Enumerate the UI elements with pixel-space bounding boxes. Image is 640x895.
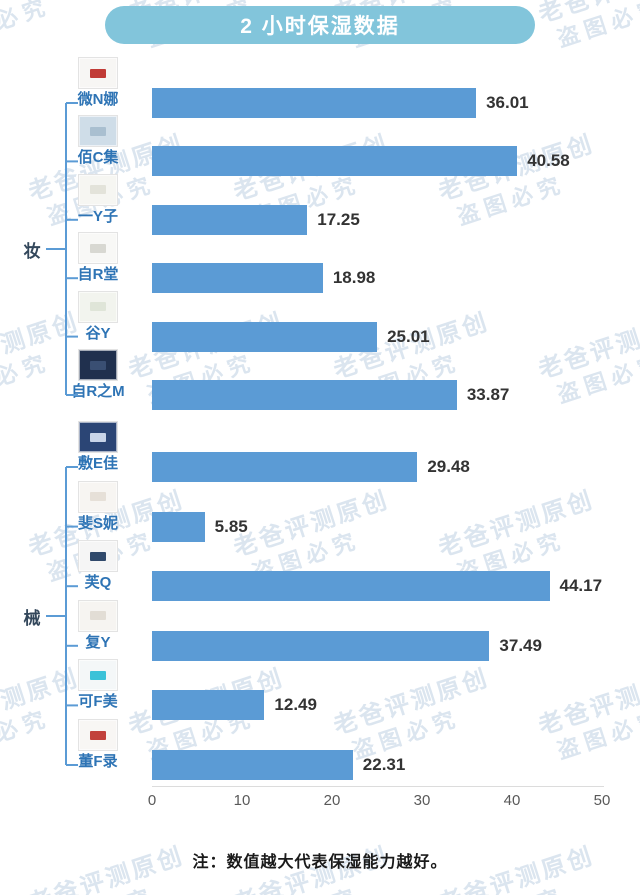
- product-label-block: 可F美: [48, 659, 148, 711]
- axis-tick-label: 30: [413, 792, 431, 809]
- bar: [152, 630, 490, 661]
- product-thumbnail: [78, 719, 118, 751]
- product-label: 斐S妮: [77, 514, 118, 532]
- product-label-block: 董F录: [48, 719, 148, 771]
- product-label: 谷Y: [85, 324, 111, 342]
- bar: [152, 146, 518, 177]
- product-thumbnail: [78, 232, 118, 265]
- product-thumbnail-accent: [90, 730, 106, 740]
- product-thumbnail: [78, 480, 118, 513]
- product-thumbnail: [78, 290, 118, 323]
- bar-value-label: 40.58: [527, 151, 570, 171]
- product-thumbnail-accent: [90, 432, 106, 442]
- product-label-block: 斐S妮: [48, 480, 148, 533]
- product-thumbnail: [78, 57, 118, 89]
- product-label: 复Y: [85, 633, 111, 651]
- axis-tick-label: 40: [503, 792, 521, 809]
- product-thumbnail: [78, 349, 118, 381]
- bar-value-label: 25.01: [387, 326, 430, 346]
- product-thumbnail-accent: [90, 68, 106, 78]
- product-thumbnail: [78, 173, 118, 206]
- bar: [152, 452, 418, 482]
- product-label-block: 微N娜: [48, 57, 148, 109]
- product-label: 芙Q: [84, 574, 112, 592]
- bar-value-label: 18.98: [332, 268, 376, 288]
- chart-title-banner: 2 小时保湿数据: [105, 6, 535, 44]
- product-label: 自R之M: [71, 383, 125, 400]
- product-label: 董F录: [78, 753, 118, 770]
- chart-title: 2 小时保湿数据: [240, 15, 400, 38]
- product-thumbnail: [78, 540, 118, 573]
- product-label-block: 佰C集: [48, 115, 148, 167]
- bar-value-label: 37.49: [499, 635, 542, 655]
- product-label: 佰C集: [77, 149, 119, 167]
- bar-value-label: 17.25: [317, 209, 360, 229]
- bar: [152, 204, 308, 235]
- product-thumbnail-accent: [90, 551, 106, 561]
- product-thumbnail-accent: [90, 243, 106, 253]
- product-label-block: 复Y: [48, 599, 148, 652]
- bar: [152, 321, 378, 352]
- bar: [152, 690, 265, 721]
- bar: [152, 571, 550, 602]
- product-thumbnail-accent: [90, 126, 106, 136]
- product-label: 自R堂: [77, 266, 119, 284]
- product-label: 可F美: [78, 693, 118, 711]
- bar: [152, 263, 323, 294]
- product-thumbnail-accent: [90, 302, 106, 312]
- x-axis-line: [152, 786, 604, 787]
- product-label-block: 自R之M: [48, 349, 148, 401]
- product-thumbnail: [78, 421, 118, 453]
- axis-tick-label: 10: [233, 792, 251, 809]
- product-label-block: 一Y子: [48, 173, 148, 226]
- bar: [152, 380, 457, 410]
- product-thumbnail: [78, 659, 118, 692]
- product-thumbnail-accent: [90, 185, 106, 195]
- product-thumbnail-accent: [90, 611, 106, 621]
- product-label-block: 自R堂: [48, 232, 148, 284]
- bar: [152, 511, 205, 542]
- product-thumbnail-accent: [90, 360, 106, 370]
- bar-value-label: 5.85: [214, 516, 248, 536]
- product-label-block: 芙Q: [48, 540, 148, 592]
- product-thumbnail-accent: [90, 492, 106, 502]
- bar-value-label: 29.48: [427, 457, 470, 476]
- bar: [152, 750, 353, 780]
- chart-footnote: 注：数值越大代表保湿能力越好。: [192, 854, 448, 871]
- product-thumbnail-accent: [90, 670, 106, 680]
- bar-value-label: 36.01: [486, 93, 529, 112]
- bar-value-label: 44.17: [559, 576, 603, 596]
- axis-tick-label: 50: [593, 792, 611, 809]
- product-label: 微N娜: [77, 91, 119, 108]
- product-label: 敷E佳: [77, 455, 118, 472]
- product-thumbnail: [78, 599, 118, 632]
- bar: [152, 88, 477, 118]
- product-label: 一Y子: [77, 207, 118, 225]
- bar-value-label: 33.87: [466, 385, 510, 404]
- product-label-block: 敷E佳: [48, 421, 148, 473]
- product-thumbnail: [78, 115, 118, 148]
- bar-value-label: 12.49: [274, 695, 317, 715]
- group-label: 械: [23, 609, 41, 628]
- axis-tick-label: 0: [147, 792, 157, 809]
- group-label: 妆: [23, 242, 41, 261]
- product-label-block: 谷Y: [48, 290, 148, 343]
- axis-tick-label: 20: [323, 792, 341, 809]
- bar-value-label: 22.31: [362, 755, 406, 774]
